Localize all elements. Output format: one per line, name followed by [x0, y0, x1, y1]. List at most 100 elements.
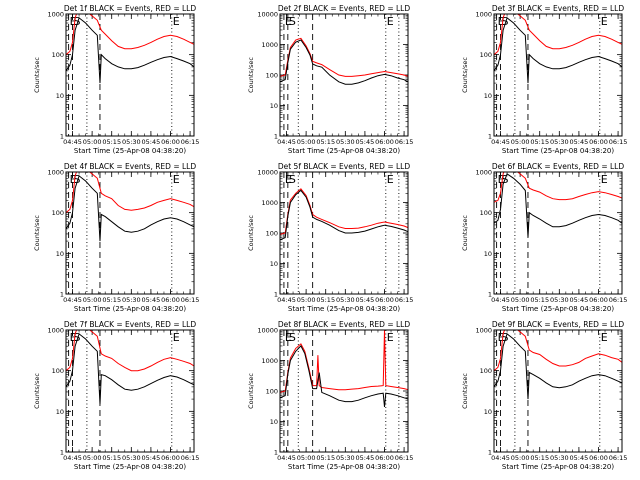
event-marker-label: S — [502, 331, 509, 344]
x-tick-label: 05:00 — [297, 454, 316, 462]
x-tick-label: 05:00 — [511, 296, 530, 304]
y-axis-label: Counts/sec — [33, 57, 41, 93]
y-tick-label: 1000 — [47, 11, 64, 19]
lld-series-line — [494, 330, 622, 372]
x-tick-label: 06:00 — [375, 138, 394, 146]
x-tick-label: 05:00 — [83, 454, 102, 462]
event-marker-label: E — [173, 173, 180, 186]
event-marker-label: E — [285, 173, 292, 186]
x-tick-label: 05:45 — [356, 454, 375, 462]
event-marker-label: S — [289, 173, 296, 186]
event-marker-label: S — [289, 15, 296, 28]
x-tick-label: 04:45 — [491, 454, 510, 462]
y-tick-label: 1000 — [261, 41, 278, 49]
x-tick-label: 05:00 — [297, 138, 316, 146]
x-tick-label: 05:45 — [570, 454, 589, 462]
x-tick-label: 06:15 — [609, 454, 628, 462]
y-tick-label: 10 — [56, 92, 64, 100]
chart-panel-7: Det 7f BLACK = Events, RED = LLD Counts/s… — [33, 320, 199, 471]
event-marker-label: E — [601, 173, 608, 186]
event-marker-label: E — [498, 15, 505, 28]
plot-frame — [65, 171, 195, 295]
y-tick-label: 1000 — [261, 199, 278, 207]
x-tick-label: 06:15 — [395, 296, 414, 304]
y-axis-label: Counts/sec — [247, 57, 255, 93]
x-axis-label: Start Time (25-Apr-08 04:38:20) — [74, 463, 186, 471]
chart-title: Det 7f BLACK = Events, RED = LLD — [64, 320, 197, 329]
events-series-line — [280, 189, 408, 241]
y-tick-label: 100 — [266, 230, 278, 238]
y-tick-label: 1000 — [475, 11, 492, 19]
event-marker-label: S — [289, 331, 296, 344]
x-tick-label: 05:30 — [550, 138, 569, 146]
x-tick-label: 06:00 — [375, 296, 394, 304]
x-axis-label: Start Time (25-Apr-08 04:38:20) — [74, 305, 186, 313]
x-tick-label: 06:15 — [181, 296, 200, 304]
y-tick-label: 1 — [488, 449, 492, 457]
y-tick-label: 1 — [60, 291, 64, 299]
x-tick-label: 06:15 — [181, 454, 200, 462]
x-tick-label: 04:45 — [63, 296, 82, 304]
y-tick-label: 1000 — [47, 327, 64, 335]
events-series-line — [494, 333, 622, 400]
event-marker-label: E — [387, 331, 394, 344]
chart-title: Det 1f BLACK = Events, RED = LLD — [64, 4, 197, 13]
chart-title: Det 5f BLACK = Events, RED = LLD — [278, 162, 411, 171]
y-tick-label: 10 — [484, 250, 492, 258]
x-tick-label: 05:30 — [122, 454, 141, 462]
x-tick-label: 05:30 — [336, 454, 355, 462]
event-marker-label: E — [70, 15, 77, 28]
y-axis-label: Counts/sec — [33, 215, 41, 251]
chart-title: Det 4f BLACK = Events, RED = LLD — [64, 162, 197, 171]
x-tick-label: 05:00 — [83, 296, 102, 304]
plot-frame — [279, 329, 409, 453]
x-tick-label: 06:15 — [181, 138, 200, 146]
event-marker-label: E — [498, 173, 505, 186]
x-axis-label: Start Time (25-Apr-08 04:38:20) — [502, 305, 614, 313]
plot-frame — [493, 13, 623, 137]
x-tick-label: 05:45 — [356, 138, 375, 146]
x-tick-label: 06:15 — [609, 296, 628, 304]
x-tick-label: 06:15 — [395, 138, 414, 146]
x-tick-label: 06:00 — [161, 296, 180, 304]
y-tick-label: 10000 — [257, 169, 278, 177]
x-axis-label: Start Time (25-Apr-08 04:38:20) — [288, 305, 400, 313]
events-series-line — [494, 17, 622, 84]
x-tick-label: 05:30 — [336, 138, 355, 146]
lld-series-line — [280, 188, 408, 235]
chart-panel-1: Det 1f BLACK = Events, RED = LLD Counts/s… — [33, 4, 199, 155]
x-tick-label: 05:45 — [570, 138, 589, 146]
chart-panel-5: Det 5f BLACK = Events, RED = LLD Counts/s… — [247, 162, 413, 313]
events-series-line — [66, 333, 194, 405]
x-tick-label: 04:45 — [63, 454, 82, 462]
lld-series-line — [280, 37, 408, 77]
y-tick-label: 10 — [484, 408, 492, 416]
y-tick-label: 1 — [60, 133, 64, 141]
plot-frame — [279, 13, 409, 137]
event-marker-label: E — [285, 15, 292, 28]
x-tick-label: 05:15 — [530, 138, 549, 146]
events-series-line — [280, 345, 408, 407]
chart-title: Det 6f BLACK = Events, RED = LLD — [492, 162, 625, 171]
x-tick-label: 05:30 — [550, 454, 569, 462]
event-marker-label: S — [74, 15, 81, 28]
y-tick-label: 1 — [60, 449, 64, 457]
x-tick-label: 04:45 — [277, 454, 296, 462]
y-tick-label: 100 — [266, 72, 278, 80]
x-tick-label: 05:15 — [530, 296, 549, 304]
plot-frame — [493, 171, 623, 295]
lld-series-line — [66, 330, 194, 372]
y-tick-label: 10 — [56, 408, 64, 416]
x-tick-label: 04:45 — [277, 138, 296, 146]
x-tick-label: 05:30 — [122, 296, 141, 304]
lld-series-line — [66, 14, 194, 56]
y-tick-label: 1000 — [475, 327, 492, 335]
x-tick-label: 05:45 — [142, 296, 161, 304]
lld-series-line — [494, 14, 622, 56]
y-tick-label: 10 — [270, 418, 278, 426]
event-marker-label: E — [70, 331, 77, 344]
y-tick-label: 1000 — [47, 169, 64, 177]
x-tick-label: 05:15 — [530, 454, 549, 462]
x-tick-label: 04:45 — [63, 138, 82, 146]
